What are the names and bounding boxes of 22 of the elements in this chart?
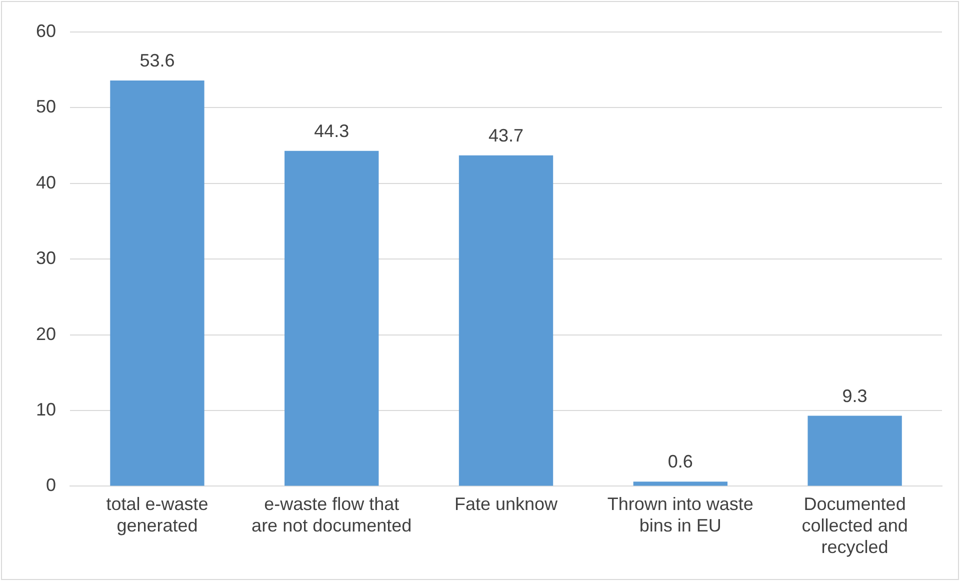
bar (284, 150, 379, 486)
data-label: 9.3 (842, 386, 868, 406)
data-label: 0.6 (668, 452, 693, 472)
x-tick-label: Fate unknow (454, 494, 559, 514)
bar (633, 482, 728, 486)
bar (458, 155, 554, 486)
x-tick-label: Thrown into waste bins in EU (607, 494, 754, 536)
bar (808, 416, 902, 486)
data-label: 44.3 (314, 120, 350, 141)
data-label: 53.6 (140, 50, 175, 70)
y-tick-label: 0 (46, 475, 56, 496)
x-tick-label: Documented collected and recycled (802, 494, 908, 558)
y-tick-label: 40 (36, 172, 56, 192)
x-tick-label: total e-waste generated (106, 494, 208, 536)
y-tick-label: 20 (36, 324, 56, 344)
data-label: 43.7 (488, 125, 524, 146)
y-tick-label: 50 (36, 96, 56, 117)
y-tick-label: 10 (36, 399, 56, 420)
y-tick-label: 30 (36, 248, 56, 268)
x-tick-label: e-waste flow that are not documented (252, 494, 412, 536)
bar (110, 80, 204, 486)
y-tick-label: 60 (36, 20, 56, 41)
